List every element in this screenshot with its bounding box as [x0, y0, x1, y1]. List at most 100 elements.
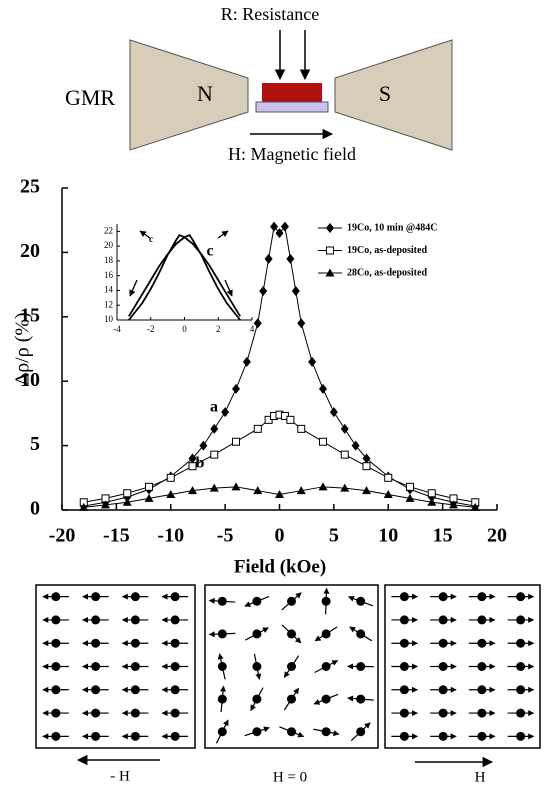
marker: [383, 490, 393, 499]
spin-dot: [438, 615, 448, 625]
spin-panel: [35, 584, 196, 749]
pole-s-label: S: [379, 81, 391, 106]
marker: [79, 502, 89, 511]
marker: [340, 450, 349, 459]
marker: [308, 356, 317, 367]
spin-dot: [91, 685, 101, 695]
marker: [291, 286, 300, 297]
spin-dot: [170, 731, 180, 741]
x-tick-label: 20: [487, 525, 507, 547]
annotation: c: [206, 243, 213, 260]
spin-dot: [477, 731, 487, 741]
field-label: H: Magnetic field: [228, 144, 356, 164]
spin-dot: [356, 629, 366, 639]
marker: [123, 489, 132, 498]
spin-dot: [477, 708, 487, 718]
spin-dot: [287, 629, 296, 639]
marker: [199, 440, 208, 451]
spin-dot: [287, 596, 296, 606]
layer-top: [262, 83, 322, 102]
x-tick-label: 15: [433, 525, 453, 547]
marker: [231, 482, 241, 491]
spin-dot: [170, 662, 180, 671]
marker: [405, 493, 415, 502]
spin-dot: [51, 731, 61, 741]
spin-dot: [321, 629, 331, 639]
y-tick-label: 15: [20, 304, 40, 326]
marker: [188, 462, 197, 471]
marker: [166, 473, 175, 482]
panel-label: H = 0: [273, 769, 307, 785]
spin-dot: [399, 662, 409, 671]
y-axis-label: Δρ/ρ (%): [12, 312, 34, 385]
spin-dot: [170, 638, 180, 648]
annotation: a: [210, 399, 218, 416]
marker: [351, 440, 360, 451]
spin-dot: [356, 662, 366, 671]
spin-dot: [438, 592, 448, 602]
marker: [362, 462, 371, 471]
marker: [209, 483, 219, 492]
arrow: [224, 279, 233, 297]
spin-dot: [170, 615, 180, 625]
x-tick-label: -4: [113, 324, 121, 334]
spin-dot: [477, 685, 487, 695]
spin-dot: [51, 708, 61, 718]
y-tick-label: 25: [20, 176, 40, 198]
legend-marker: [326, 246, 334, 255]
marker: [232, 383, 240, 394]
spin-dot: [477, 615, 487, 625]
spin-dot: [217, 629, 227, 639]
arrow: [139, 230, 151, 239]
spin-dot: [516, 638, 526, 648]
spin-dot: [91, 708, 101, 718]
spin-dot: [252, 694, 262, 704]
marker: [297, 318, 306, 329]
spin-dot: [321, 662, 331, 671]
resistance-label: R: Resistance: [221, 4, 319, 24]
legend-marker: [326, 223, 334, 233]
marker: [144, 493, 154, 502]
marker: [319, 437, 327, 446]
x-tick-label: -5: [217, 525, 234, 547]
line: [128, 233, 241, 321]
marker: [275, 228, 284, 239]
legend-label: 19Co, as-deposited: [347, 245, 427, 256]
marker: [145, 482, 153, 491]
spin-dot: [91, 592, 101, 602]
layer-bottom: [255, 101, 329, 113]
legend-marker: [325, 268, 335, 277]
spin-dot: [516, 592, 526, 602]
marker: [362, 486, 371, 495]
legend-label: 19Co, 10 min @484C: [347, 222, 437, 233]
marker: [101, 500, 110, 509]
spin-dot: [130, 685, 140, 695]
spin-panel: [204, 584, 379, 749]
marker: [449, 500, 458, 509]
panel-label: H: [475, 769, 486, 785]
marker: [166, 490, 176, 499]
spin-dot: [321, 694, 331, 704]
x-tick-label: 4: [250, 324, 255, 334]
spin-dot: [356, 694, 366, 704]
panel-label: - H: [110, 768, 130, 784]
marker: [275, 490, 284, 499]
y-tick-label: 20: [104, 240, 114, 250]
marker: [280, 221, 289, 232]
spin-dot: [516, 685, 526, 695]
marker: [296, 486, 306, 495]
marker: [319, 383, 327, 394]
marker: [270, 221, 279, 232]
y-tick-label: 20: [20, 240, 40, 262]
pole-n-label: N: [197, 81, 213, 106]
spin-dot: [130, 638, 140, 648]
spin-dot: [130, 662, 140, 671]
marker: [264, 253, 273, 264]
marker: [122, 497, 132, 506]
marker: [286, 415, 295, 424]
spin-dot: [477, 638, 487, 648]
y-tick-label: 5: [30, 433, 40, 455]
x-tick-label: 0: [275, 525, 285, 547]
spin-dot: [51, 615, 61, 625]
spin-dot: [91, 662, 101, 671]
